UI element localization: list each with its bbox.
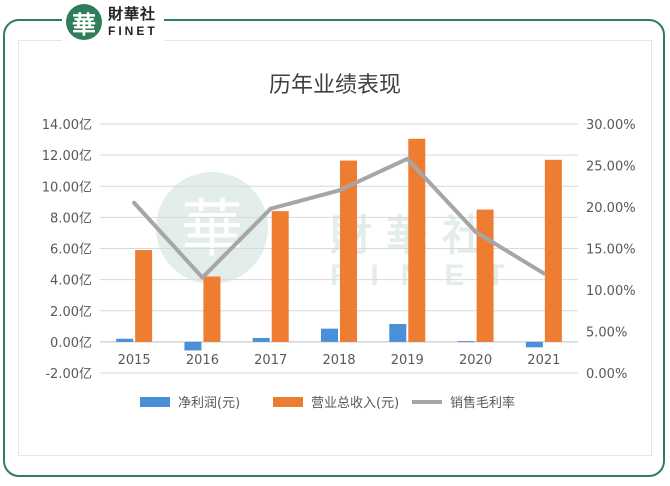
y-right-tick-label: 20.00%	[586, 201, 636, 216]
legend: 净利润(元) 营业总收入(元) 销售毛利率	[140, 395, 515, 411]
bars	[116, 138, 562, 351]
y-left-tick-label: 4.00亿	[50, 274, 92, 289]
logo-text: 財華社 FINET	[108, 5, 158, 38]
margin-line	[132, 156, 546, 280]
legend-label: 销售毛利率	[450, 395, 515, 411]
net-profit-bar	[389, 323, 407, 342]
x-tick-label: 2015	[118, 353, 151, 368]
revenue-bar	[135, 250, 153, 342]
legend-swatch	[273, 397, 303, 407]
gross-margin-point	[541, 271, 546, 276]
y-right-tick-label: 0.00%	[586, 367, 627, 382]
x-tick-label: 2021	[527, 353, 560, 368]
x-tick-label: 2019	[391, 353, 424, 368]
y-left-tick-label: 6.00亿	[50, 243, 92, 258]
legend-swatch	[140, 397, 170, 407]
net-profit-bar	[525, 341, 543, 348]
x-tick-label: 2017	[254, 353, 287, 368]
x-tick-label: 2020	[459, 353, 492, 368]
revenue-bar	[544, 159, 562, 342]
x-tick-label: 2016	[186, 353, 219, 368]
revenue-bar	[408, 138, 426, 342]
revenue-bar	[271, 211, 289, 342]
y-left-tick-label: -2.00亿	[45, 367, 92, 382]
revenue-bar	[340, 160, 357, 342]
logo-name-cn: 財華社	[108, 5, 157, 23]
y-left-tick-label: 10.00亿	[42, 180, 92, 195]
y-left-tick-label: 8.00亿	[50, 211, 92, 226]
net-profit-bar	[457, 341, 475, 343]
legend-label: 净利润(元)	[178, 396, 240, 411]
gridlines	[100, 123, 578, 374]
finet-logo: 華 財華社 FINET	[62, 2, 164, 42]
gross-margin-point	[132, 200, 137, 205]
y-right-tick-label: 15.00%	[586, 243, 636, 258]
gross-margin-point	[268, 206, 273, 211]
net-profit-bar	[116, 338, 134, 342]
x-tick-label: 2018	[322, 353, 355, 368]
y-left-tick-label: 2.00亿	[50, 305, 92, 320]
gross-margin-point	[337, 188, 341, 193]
gross-margin-point	[405, 156, 410, 161]
gross-margin-point	[473, 229, 478, 234]
net-profit-bar	[184, 341, 202, 351]
y-left-tick-label: 12.00亿	[42, 149, 92, 164]
watermark-mark: 華	[181, 192, 243, 265]
legend-label: 营业总收入(元)	[311, 396, 399, 411]
y-right-tick-label: 5.00%	[586, 326, 627, 341]
y-right-tick-label: 30.00%	[586, 118, 636, 133]
y-left-tick-label: 0.00亿	[50, 336, 92, 351]
axes: -2.00亿 0.00亿 2.00亿 4.00亿 6.00亿 8.00亿 10.00亿 12.…	[42, 118, 636, 382]
y-left-tick-label: 14.00亿	[42, 118, 92, 133]
y-right-tick-label: 25.00%	[586, 160, 636, 175]
logo-name-en: FINET	[108, 24, 158, 38]
revenue-bar	[476, 209, 494, 342]
revenue-bar	[203, 276, 221, 342]
logo-mark-icon: 華	[66, 4, 102, 40]
net-profit-bar	[321, 328, 338, 342]
chart-title: 历年业绩表现	[269, 73, 401, 98]
net-profit-bar	[252, 337, 270, 342]
watermark-name-en: FINET	[330, 259, 527, 292]
gross-margin-point	[200, 275, 205, 280]
y-right-tick-label: 10.00%	[586, 284, 636, 299]
